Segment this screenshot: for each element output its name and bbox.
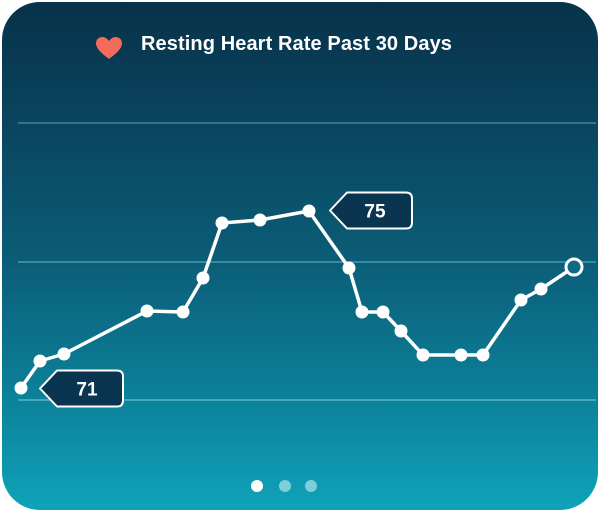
data-point[interactable] xyxy=(302,204,316,218)
page-dot-1-active[interactable] xyxy=(251,480,263,492)
heart-rate-line xyxy=(19,209,576,390)
data-point[interactable] xyxy=(33,354,47,368)
page-indicator xyxy=(2,480,598,496)
current-data-point[interactable] xyxy=(564,257,584,277)
heart-icon xyxy=(96,37,122,59)
page-dot-3[interactable] xyxy=(305,480,317,492)
data-points xyxy=(14,204,548,395)
data-point[interactable] xyxy=(376,305,390,319)
data-point[interactable] xyxy=(534,282,548,296)
data-point[interactable] xyxy=(57,347,71,361)
data-point[interactable] xyxy=(416,348,430,362)
min-value-label: 71 xyxy=(76,380,98,401)
data-point[interactable] xyxy=(342,261,356,275)
max-value-label: 75 xyxy=(364,202,386,223)
max-value-badge: 75 xyxy=(329,191,413,230)
data-point[interactable] xyxy=(394,324,408,338)
data-point[interactable] xyxy=(215,216,229,230)
data-point[interactable] xyxy=(355,305,369,319)
page-dot-2[interactable] xyxy=(279,480,291,492)
data-point[interactable] xyxy=(196,271,210,285)
chart-title: Resting Heart Rate Past 30 Days xyxy=(141,33,453,55)
data-point[interactable] xyxy=(454,348,468,362)
data-point[interactable] xyxy=(476,348,490,362)
data-point[interactable] xyxy=(253,213,267,227)
min-value-badge: 71 xyxy=(39,369,124,408)
data-point[interactable] xyxy=(140,304,154,318)
gridlines xyxy=(18,122,596,401)
data-point[interactable] xyxy=(176,305,190,319)
data-point[interactable] xyxy=(14,381,28,395)
chart-header: Resting Heart Rate Past 30 Days xyxy=(2,30,598,64)
data-point[interactable] xyxy=(514,293,528,307)
